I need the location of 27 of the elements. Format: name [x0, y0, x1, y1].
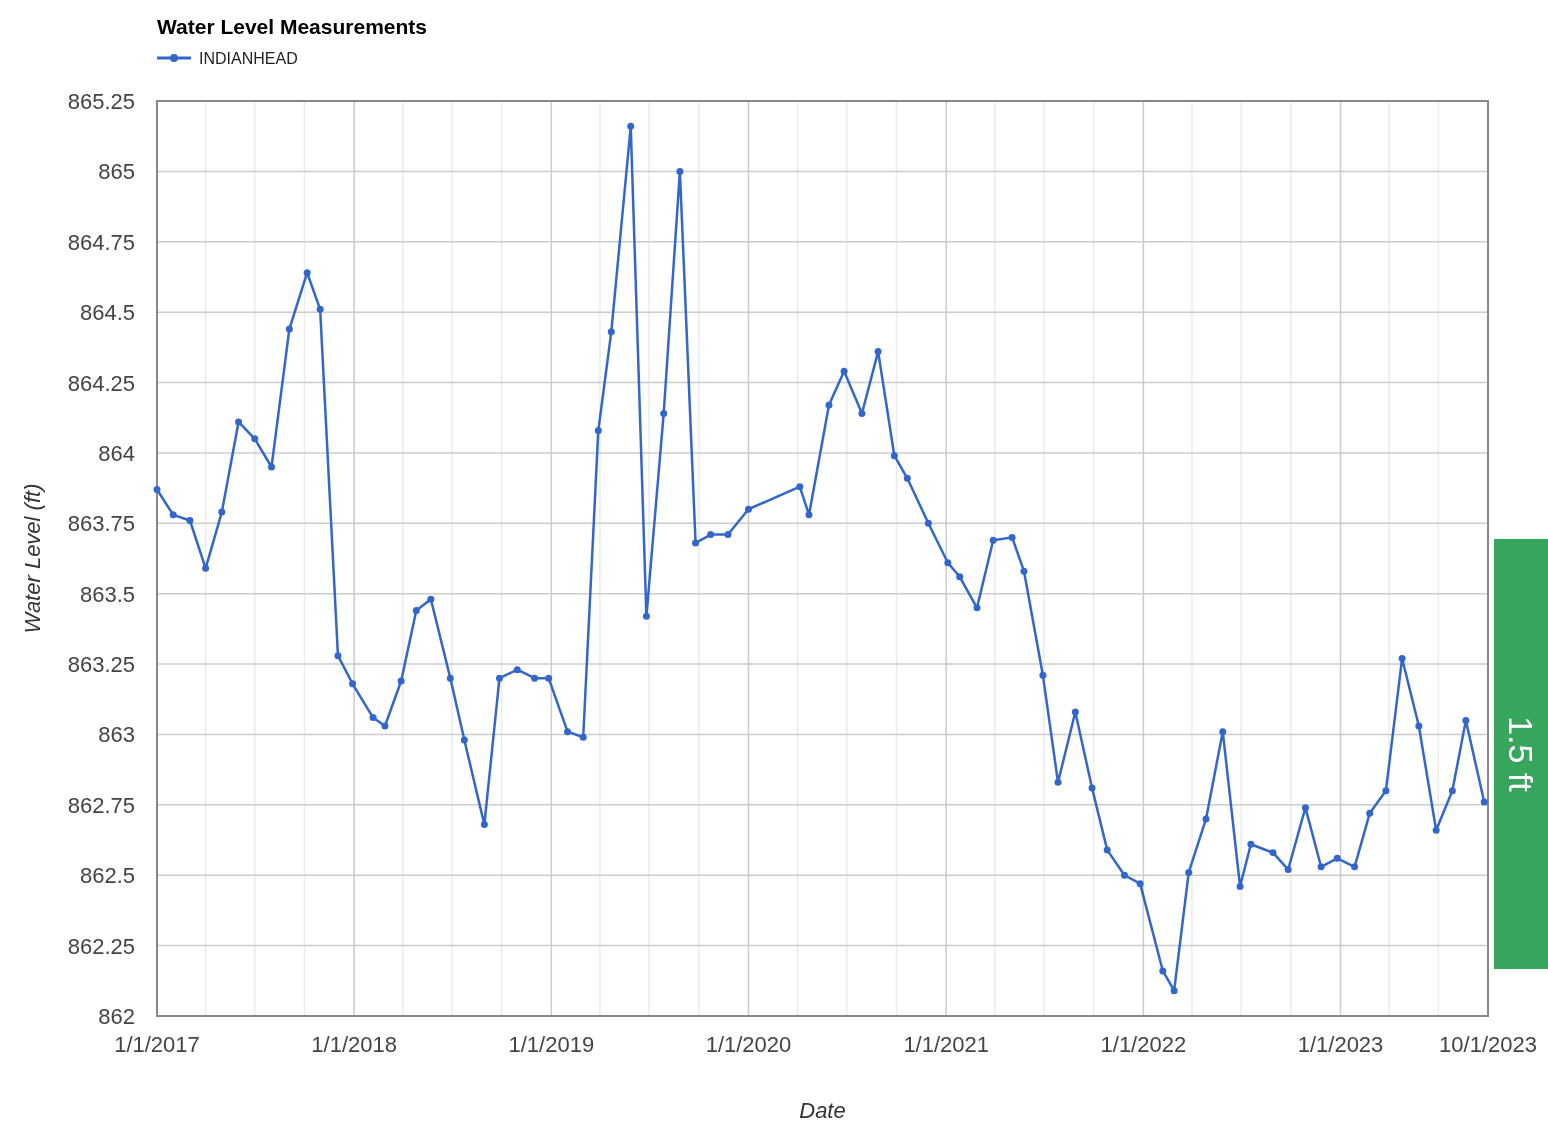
y-tick-label: 864.5	[79, 300, 135, 326]
y-axis-title: Water Level (ft)	[20, 483, 45, 634]
y-tick-label: 863.5	[79, 581, 135, 607]
x-tick-label: 1/1/2022	[1100, 1032, 1187, 1057]
x-tick-label: 1/1/2021	[903, 1032, 990, 1057]
y-tick-label: 862	[98, 1004, 135, 1029]
x-tick-label: 10/1/2023	[1439, 1032, 1537, 1057]
y-tick-label: 862.5	[79, 863, 135, 889]
x-tick-label: 1/1/2018	[311, 1032, 397, 1057]
x-tick-label: 1/1/2019	[508, 1032, 595, 1057]
y-tick-label: 865	[98, 159, 135, 185]
x-tick-label: 1/1/2023	[1297, 1032, 1384, 1057]
y-tick-label: 864	[98, 440, 135, 466]
x-tick-label: 1/1/2017	[114, 1032, 200, 1057]
x-axis-title: Date	[799, 1098, 846, 1123]
legend-label: INDIANHEAD	[199, 50, 298, 67]
y-tick-label: 864.25	[67, 370, 135, 396]
y-tick-label: 864.75	[67, 229, 135, 255]
y-tick-label: 862.25	[67, 933, 135, 959]
y-tick-label: 863.75	[67, 511, 135, 537]
y-tick-label: 863.25	[67, 652, 135, 678]
y-tick-label: 865.25	[67, 89, 135, 114]
y-tick-label: 862.75	[67, 792, 135, 818]
y-tick-label: 863	[98, 722, 135, 748]
x-tick-label: 1/1/2020	[705, 1032, 792, 1057]
chart-title: Water Level Measurements	[157, 15, 427, 38]
text: 1.5 ft	[1502, 716, 1540, 793]
